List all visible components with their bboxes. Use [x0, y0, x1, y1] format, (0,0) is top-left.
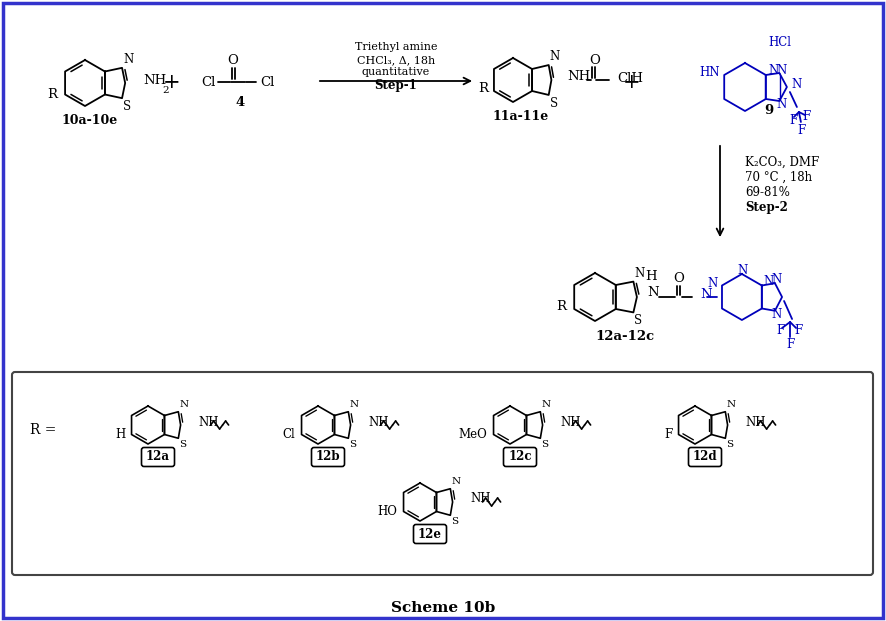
- Text: 70 °C , 18h: 70 °C , 18h: [745, 171, 812, 183]
- Text: N: N: [634, 266, 645, 279]
- Text: S: S: [179, 440, 186, 449]
- Text: HN: HN: [700, 66, 720, 79]
- Text: N: N: [700, 288, 711, 301]
- Text: 9: 9: [765, 104, 773, 117]
- Text: N: N: [349, 400, 359, 409]
- Text: Triethyl amine: Triethyl amine: [354, 42, 438, 52]
- FancyBboxPatch shape: [503, 448, 537, 466]
- Text: Cl: Cl: [202, 76, 216, 89]
- Text: CHCl₃, Δ, 18h: CHCl₃, Δ, 18h: [357, 55, 435, 65]
- Text: 12d: 12d: [693, 450, 718, 463]
- Text: NH: NH: [561, 415, 581, 428]
- Text: S: S: [727, 440, 734, 449]
- Text: N: N: [764, 275, 774, 288]
- FancyBboxPatch shape: [312, 448, 345, 466]
- Text: S: S: [349, 440, 356, 449]
- Text: HO: HO: [377, 505, 398, 518]
- Text: R: R: [556, 301, 566, 314]
- Text: N: N: [451, 477, 461, 486]
- Text: F: F: [797, 124, 806, 137]
- Text: NH: NH: [746, 415, 766, 428]
- Text: N: N: [647, 286, 658, 299]
- Text: S: S: [451, 517, 458, 526]
- Text: O: O: [673, 273, 684, 286]
- Text: 12b: 12b: [315, 450, 340, 463]
- Text: Step-2: Step-2: [745, 201, 788, 214]
- Text: N: N: [123, 53, 133, 66]
- Text: +: +: [623, 73, 641, 93]
- Text: F: F: [789, 114, 798, 127]
- Text: N: N: [549, 50, 560, 63]
- Text: 11a-11e: 11a-11e: [493, 111, 549, 124]
- Text: N: N: [772, 273, 782, 286]
- Text: N: N: [776, 63, 787, 76]
- Text: S: S: [541, 440, 548, 449]
- Text: +: +: [163, 73, 181, 93]
- Text: N: N: [769, 65, 779, 78]
- Text: N: N: [727, 400, 735, 409]
- Text: F: F: [776, 325, 784, 337]
- Text: N: N: [772, 308, 782, 321]
- Text: N: N: [792, 78, 802, 91]
- Text: R: R: [478, 83, 488, 96]
- Text: N: N: [708, 277, 718, 290]
- Text: 69-81%: 69-81%: [745, 186, 790, 199]
- Text: N: N: [776, 97, 787, 111]
- Text: F: F: [786, 338, 794, 351]
- Text: N: N: [738, 263, 748, 276]
- Text: S: S: [123, 100, 131, 113]
- Text: F: F: [794, 325, 802, 337]
- Text: 12a: 12a: [146, 450, 170, 463]
- Text: 4: 4: [236, 96, 245, 109]
- Text: S: S: [549, 97, 558, 110]
- Text: ClH: ClH: [618, 71, 643, 84]
- Text: Cl: Cl: [283, 428, 296, 441]
- Text: O: O: [589, 53, 600, 66]
- FancyBboxPatch shape: [142, 448, 175, 466]
- Text: S: S: [634, 314, 642, 327]
- Text: 10a-10e: 10a-10e: [62, 114, 118, 127]
- Text: R: R: [47, 88, 57, 101]
- Text: Step-1: Step-1: [375, 79, 417, 93]
- Text: NH: NH: [470, 492, 491, 505]
- Text: Cl: Cl: [260, 76, 275, 89]
- Text: R =: R =: [30, 423, 57, 437]
- Text: 2: 2: [162, 86, 169, 95]
- Text: H: H: [115, 428, 126, 441]
- Text: N: N: [179, 400, 189, 409]
- Text: quantitative: quantitative: [361, 67, 430, 77]
- Text: Scheme 10b: Scheme 10b: [391, 601, 495, 615]
- FancyBboxPatch shape: [414, 525, 447, 543]
- FancyBboxPatch shape: [688, 448, 721, 466]
- Text: 12e: 12e: [418, 527, 442, 540]
- Text: MeO: MeO: [459, 428, 487, 441]
- Text: NH: NH: [369, 415, 389, 428]
- Text: H: H: [645, 271, 657, 284]
- Text: O: O: [228, 53, 238, 66]
- Text: 12a-12c: 12a-12c: [595, 330, 655, 343]
- Text: F: F: [803, 111, 811, 124]
- FancyBboxPatch shape: [12, 372, 873, 575]
- Text: K₂CO₃, DMF: K₂CO₃, DMF: [745, 155, 820, 168]
- Text: HCl: HCl: [768, 35, 791, 48]
- Text: 12c: 12c: [509, 450, 532, 463]
- Text: F: F: [664, 428, 672, 441]
- Text: NH: NH: [144, 75, 167, 88]
- Text: N: N: [541, 400, 550, 409]
- Text: NH: NH: [567, 71, 591, 83]
- Text: NH: NH: [198, 415, 219, 428]
